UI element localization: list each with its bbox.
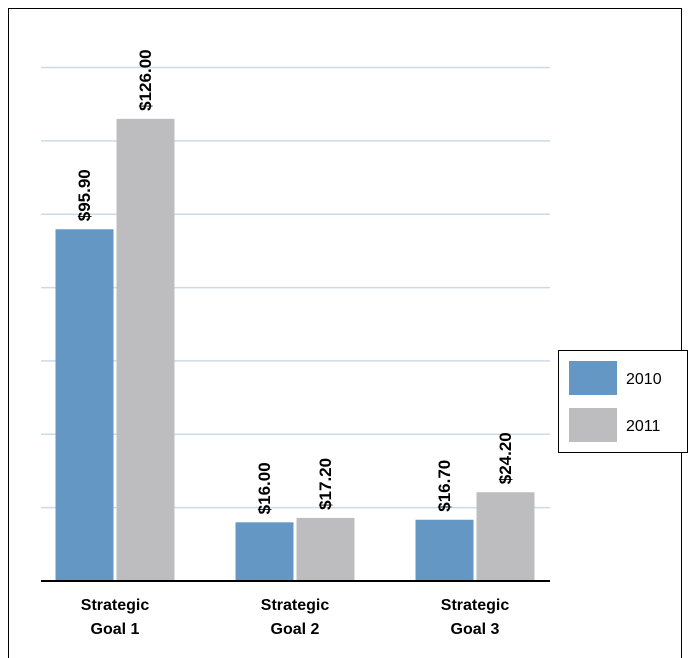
legend: 2010 2011 (558, 350, 688, 453)
category-label-line: Strategic (261, 597, 330, 614)
legend-swatch-2011 (569, 408, 617, 442)
category-label-line: Strategic (441, 597, 510, 614)
bar-2011-1 (116, 118, 175, 581)
value-label: $126.00 (136, 49, 155, 110)
legend-label-2010: 2010 (626, 371, 662, 388)
bar-2011-3 (476, 492, 535, 581)
category-label-line: Strategic (81, 597, 150, 614)
value-label: $16.70 (435, 460, 454, 512)
category-label: Strategic Goal 3 (441, 597, 510, 638)
value-label: $17.20 (316, 458, 335, 510)
category-label-line: Goal 1 (91, 621, 140, 638)
value-label: $24.20 (496, 432, 515, 484)
bar-2010-3 (415, 519, 474, 581)
category-labels: Strategic Goal 1 Strategic Goal 2 Strategic G… (81, 597, 510, 638)
bar-2011-2 (296, 517, 355, 581)
category-label-line: Goal 3 (451, 621, 500, 638)
category-label-line: Goal 2 (271, 621, 320, 638)
value-label: $95.90 (75, 169, 94, 221)
bar-2010-2 (235, 522, 294, 581)
chart-frame (8, 8, 682, 658)
legend-swatch-2010 (569, 361, 617, 395)
bars (55, 118, 535, 581)
category-label: Strategic Goal 1 (81, 597, 150, 638)
category-label: Strategic Goal 2 (261, 597, 330, 638)
legend-label-2011: 2011 (626, 418, 661, 435)
value-label: $16.00 (255, 462, 274, 514)
bar-2010-1 (55, 229, 114, 581)
value-labels: $95.90 $126.00 $16.00 $17.20 $16.70 $24.20 (75, 49, 515, 514)
